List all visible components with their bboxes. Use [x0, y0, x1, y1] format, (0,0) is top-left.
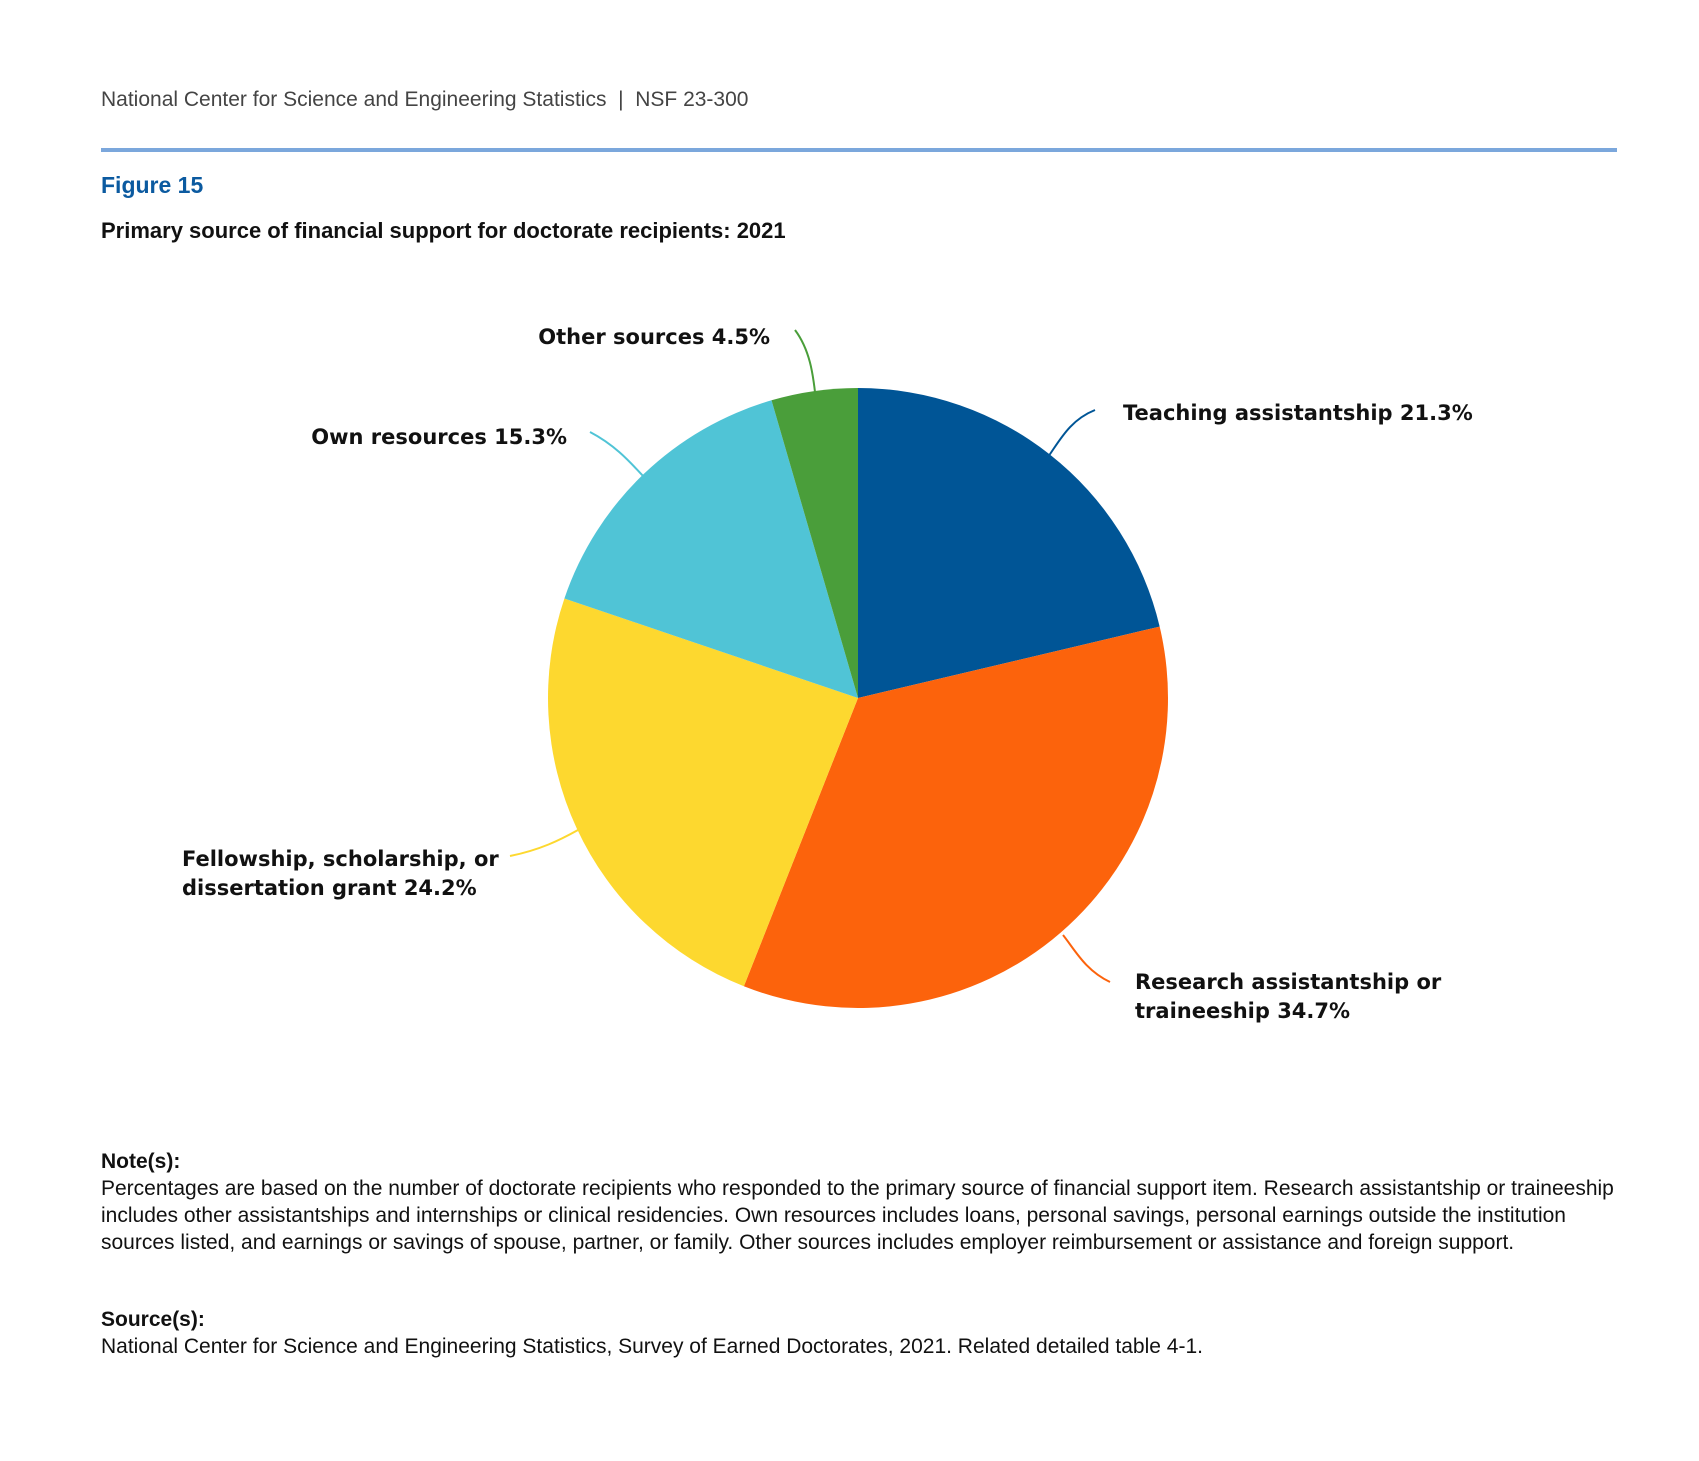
figure-number: Figure 15 [101, 172, 204, 198]
pie-slice [858, 388, 1160, 698]
pie-slice [743, 626, 1168, 1008]
leader-line [1062, 934, 1111, 983]
leader-line [1047, 409, 1096, 458]
header-divider [101, 148, 1617, 152]
figure-title: Primary source of financial support for … [101, 218, 786, 243]
notes-heading: Note(s): [101, 1150, 181, 1173]
pie-slice [564, 400, 858, 698]
slice-label: Teaching assistantship 21.3% [1123, 401, 1473, 425]
source: Source(s): National Center for Science a… [101, 1306, 1621, 1360]
slice-label: Fellowship, scholarship, or dissertation … [182, 847, 499, 900]
publisher-header: National Center for Science and Engineer… [101, 88, 749, 111]
notes: Note(s): Percentages are based on the nu… [101, 1148, 1621, 1256]
pie-slice [771, 388, 858, 698]
pie-slice [548, 598, 858, 987]
leader-line [794, 329, 816, 393]
slice-label: Research assistantship or traineeship 34.… [1135, 970, 1442, 1023]
source-text: National Center for Science and Engineer… [101, 1335, 1203, 1358]
leader-line [589, 431, 644, 477]
notes-text: Percentages are based on the number of d… [101, 1177, 1614, 1254]
source-heading: Source(s): [101, 1308, 205, 1331]
slice-label: Other sources 4.5% [538, 325, 770, 349]
leader-line [509, 829, 579, 857]
slice-label: Own resources 15.3% [311, 425, 567, 449]
